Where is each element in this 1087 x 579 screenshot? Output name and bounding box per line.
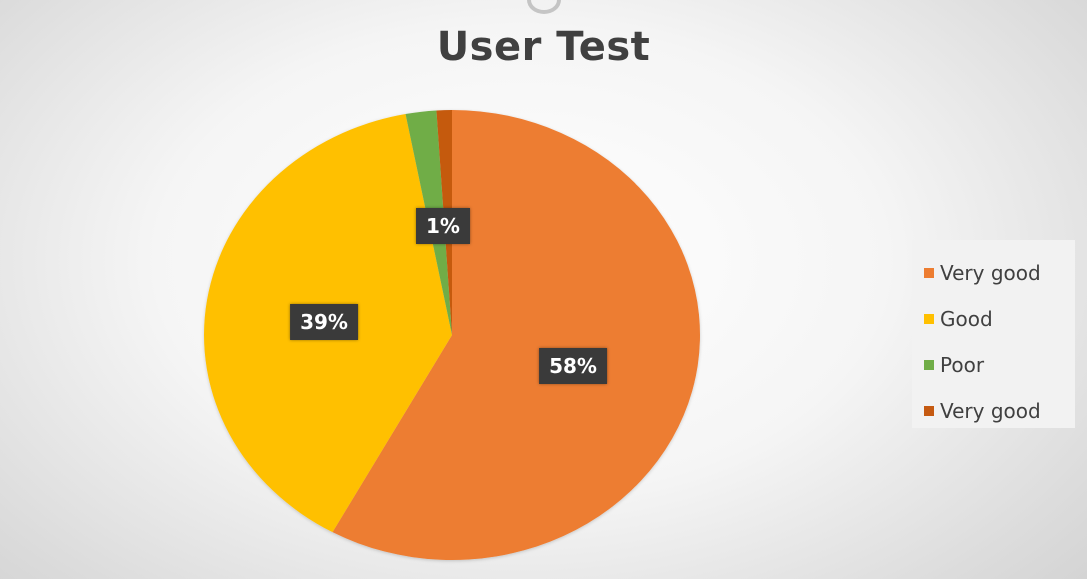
data-label: 1%: [416, 208, 470, 244]
legend-item-poor: Poor: [924, 342, 1075, 388]
legend-label: Poor: [940, 353, 985, 377]
legend-label: Very good: [940, 261, 1041, 285]
legend-swatch: [924, 268, 934, 278]
legend-swatch: [924, 406, 934, 416]
data-label: 58%: [539, 348, 607, 384]
legend-item-very-good: Very good: [924, 250, 1075, 296]
legend-label: Very good: [940, 399, 1041, 423]
legend-item-good: Good: [924, 296, 1075, 342]
data-label: 39%: [290, 304, 358, 340]
chart-title: User Test: [436, 24, 651, 70]
legend-label: Good: [940, 307, 993, 331]
legend-swatch: [924, 314, 934, 324]
legend: Very good Good Poor Very good: [912, 240, 1075, 428]
legend-item-very-good-2: Very good: [924, 388, 1075, 434]
pie-slice: [332, 110, 701, 560]
legend-swatch: [924, 360, 934, 370]
